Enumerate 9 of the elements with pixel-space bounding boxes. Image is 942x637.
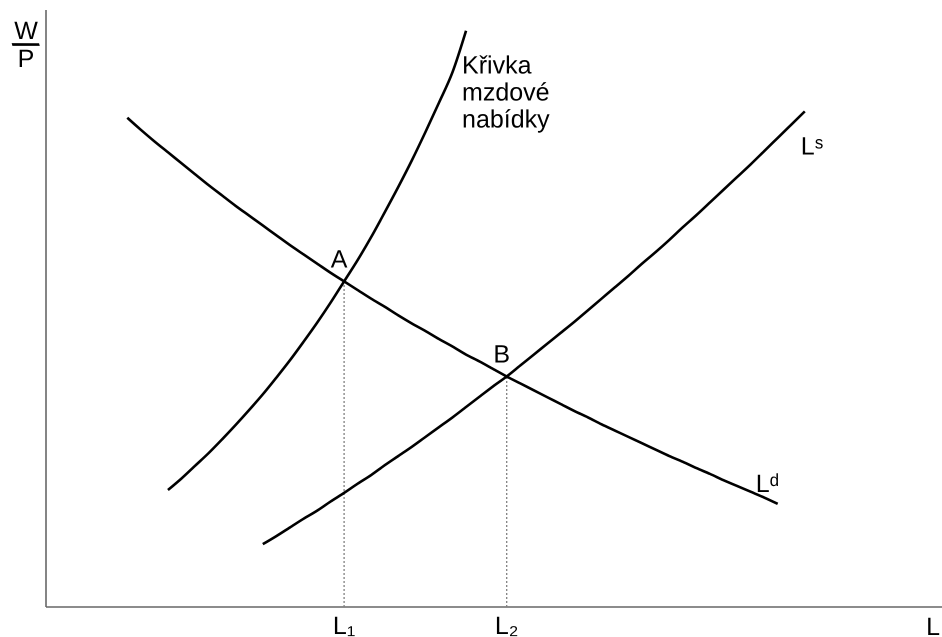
- x-tick-label: L₁: [332, 612, 356, 637]
- x-axis-title: L: [926, 613, 940, 637]
- series-label: Lˢ: [800, 132, 824, 160]
- x-tick-label: L₂: [494, 612, 519, 637]
- series-label: Křivka mzdové nabídky: [462, 52, 550, 134]
- series-label: Lᵈ: [756, 470, 780, 498]
- annotation: A: [330, 245, 348, 274]
- annotation: B: [493, 340, 510, 368]
- y-axis-title: W/P: [4, 17, 46, 73]
